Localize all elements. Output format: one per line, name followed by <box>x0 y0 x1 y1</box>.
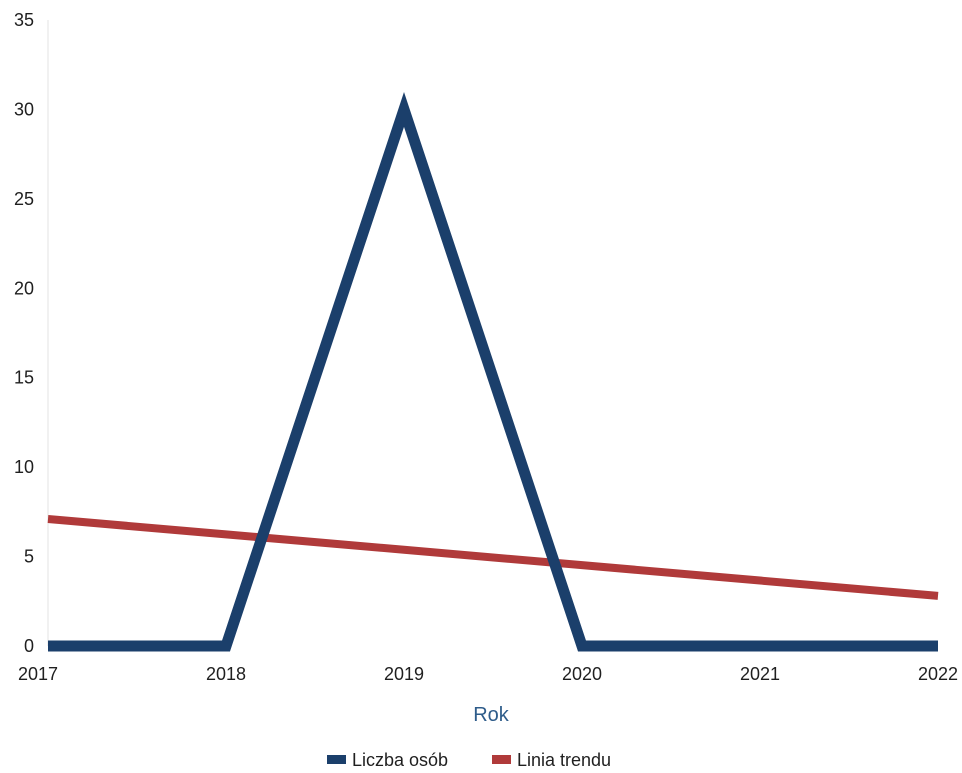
series-layer <box>47 91 939 652</box>
series-line-liczba-osob <box>48 91 938 652</box>
x-tick-label: 2022 <box>918 664 958 684</box>
series-line-linia-trendu <box>47 515 939 600</box>
y-tick-label: 15 <box>14 368 34 388</box>
y-axis: 0 5 10 15 20 25 30 35 <box>14 10 49 656</box>
legend: Liczba osób Linia trendu <box>327 750 611 770</box>
y-tick-label: 20 <box>14 278 34 298</box>
x-tick-label: 2021 <box>740 664 780 684</box>
y-tick-label: 35 <box>14 10 34 30</box>
y-tick-label: 25 <box>14 189 34 209</box>
legend-item: Liczba osób <box>327 750 448 770</box>
legend-label: Liczba osób <box>352 750 448 770</box>
y-tick-label: 30 <box>14 99 34 119</box>
legend-swatch <box>492 755 511 764</box>
x-tick-label: 2020 <box>562 664 602 684</box>
legend-item: Linia trendu <box>492 750 611 770</box>
x-axis-title: Rok <box>473 704 510 726</box>
y-tick-label: 5 <box>24 547 34 567</box>
y-tick-label: 0 <box>24 636 34 656</box>
legend-swatch <box>327 755 346 764</box>
x-tick-label: 2019 <box>384 664 424 684</box>
legend-label: Linia trendu <box>517 750 611 770</box>
x-axis: 2017 2018 2019 2020 2021 2022 <box>18 664 958 684</box>
x-tick-label: 2017 <box>18 664 58 684</box>
y-tick-label: 10 <box>14 457 34 477</box>
x-tick-label: 2018 <box>206 664 246 684</box>
